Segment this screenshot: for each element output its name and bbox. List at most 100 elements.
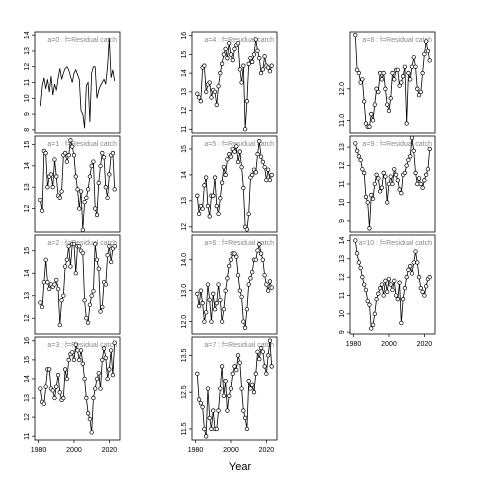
point <box>207 214 212 219</box>
point <box>237 149 242 154</box>
point <box>228 257 234 262</box>
point <box>227 41 232 46</box>
point <box>399 320 404 326</box>
x-tick-label: 1980 <box>346 341 362 348</box>
point <box>54 384 59 389</box>
point <box>422 178 427 183</box>
point <box>392 77 397 82</box>
point <box>218 70 223 76</box>
point <box>267 177 273 183</box>
point <box>356 70 362 76</box>
point <box>420 185 425 190</box>
y-tick-label: 10 <box>24 94 31 102</box>
y-tick-label: 10 <box>339 310 346 318</box>
point <box>262 164 267 170</box>
point <box>241 185 246 191</box>
point <box>219 319 225 324</box>
point <box>207 297 212 303</box>
point <box>370 322 376 327</box>
point <box>415 86 420 91</box>
point <box>250 172 255 178</box>
point <box>244 227 250 232</box>
point <box>248 386 253 391</box>
point <box>416 176 422 181</box>
y-tick-label: 13 <box>24 394 31 402</box>
point <box>244 426 250 432</box>
point <box>427 275 432 280</box>
y-tick-label: 13 <box>24 292 31 300</box>
y-tick-label: 11 <box>24 79 31 86</box>
y-tick-label: 15 <box>181 50 188 58</box>
point <box>52 282 57 287</box>
point <box>73 342 78 347</box>
point <box>418 286 423 291</box>
point <box>54 174 59 179</box>
point <box>195 291 200 296</box>
point <box>62 150 68 156</box>
point <box>198 401 204 406</box>
point <box>223 172 228 178</box>
point <box>246 378 251 384</box>
point <box>358 265 363 271</box>
point <box>422 293 427 298</box>
y-tick-label: 11.5 <box>181 422 188 435</box>
point <box>360 77 365 82</box>
panel-frame <box>349 234 436 335</box>
panel-title: a=0 : f=Residual catch <box>47 37 117 44</box>
y-tick-label: 16 <box>24 337 31 345</box>
point <box>411 260 416 265</box>
point <box>395 178 400 183</box>
point <box>93 206 98 211</box>
point <box>110 150 116 156</box>
point <box>379 185 385 190</box>
point <box>383 86 388 91</box>
x-tick-label: 2000 <box>223 447 239 454</box>
point <box>38 386 43 391</box>
point <box>264 282 269 287</box>
y-tick-label: 14.0 <box>181 253 188 267</box>
point <box>105 253 110 258</box>
point <box>367 302 372 307</box>
point <box>246 61 251 66</box>
panel-title: a=10 : f=Residual catch <box>358 240 432 247</box>
panel: a=0 : f=Residual catch 8 9 10 11 12 13 14 <box>24 31 121 134</box>
point <box>354 251 360 256</box>
point <box>50 185 55 190</box>
point <box>232 46 237 51</box>
panel: a=4 : f=Residual catch 11 12 13 14 15 16 <box>181 31 278 134</box>
point <box>205 282 211 287</box>
point <box>80 227 85 233</box>
point <box>406 267 411 272</box>
point <box>196 95 202 100</box>
x-tick-label: 1980 <box>31 447 47 454</box>
y-tick-label: 15 <box>181 145 188 153</box>
point <box>64 257 70 262</box>
point <box>89 293 94 298</box>
point <box>47 367 52 372</box>
point <box>258 251 264 256</box>
point <box>369 111 374 117</box>
point <box>260 257 265 262</box>
point <box>71 153 77 158</box>
panel-title: a=3 : f=Residual catch <box>47 342 117 349</box>
point <box>232 149 237 154</box>
point <box>107 367 112 372</box>
point <box>66 153 71 158</box>
point <box>246 211 251 216</box>
point <box>75 187 80 192</box>
point <box>399 80 404 85</box>
point <box>207 415 212 421</box>
panel: a=6 : f=Residual catch 12.0 13.0 14.0 <box>181 234 278 335</box>
point <box>98 386 103 391</box>
y-tick-label: 13 <box>339 255 346 263</box>
point <box>214 426 219 432</box>
point <box>82 199 87 205</box>
point <box>227 263 232 269</box>
point <box>354 67 360 73</box>
panel-frame <box>191 234 278 335</box>
point <box>196 211 202 216</box>
point <box>404 163 409 168</box>
point <box>413 170 418 176</box>
point <box>101 155 107 160</box>
point <box>45 185 50 190</box>
